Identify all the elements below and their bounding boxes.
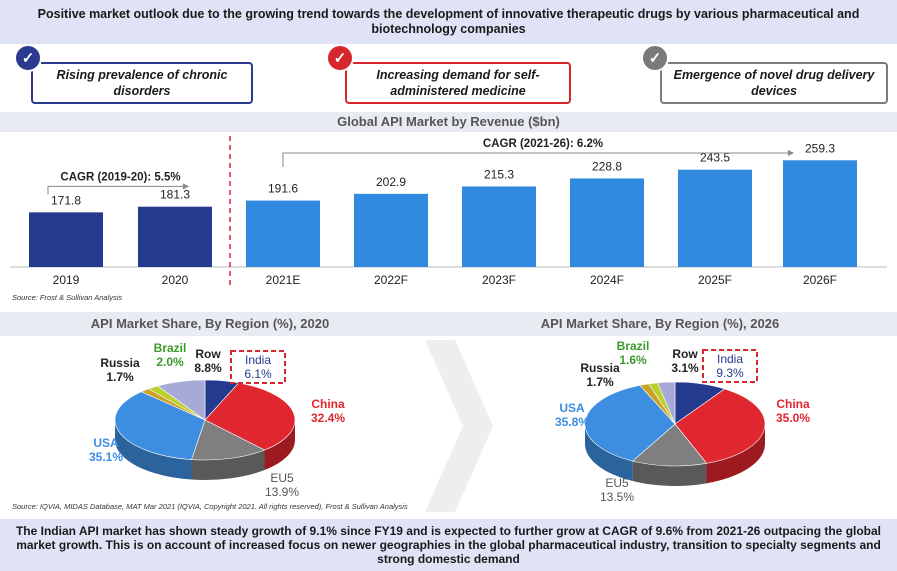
bar-2024F bbox=[570, 178, 644, 267]
bar-value-label: 171.8 bbox=[51, 193, 81, 207]
bar-value-label: 202.9 bbox=[376, 175, 406, 189]
slice-name-label: Row bbox=[672, 347, 698, 361]
arrowhead-icon bbox=[788, 150, 794, 156]
bar-value-label: 215.3 bbox=[484, 167, 514, 181]
category-label: 2023F bbox=[482, 273, 516, 287]
cagr-forecast-label: CAGR (2021-26): 6.2% bbox=[483, 138, 603, 150]
pie-2020-title: API Market Share, By Region (%), 2020 bbox=[90, 316, 330, 331]
slice-name-label: China bbox=[776, 397, 810, 411]
pie-source: Source: IQVIA, MIDAS Database, MAT Mar 2… bbox=[12, 502, 408, 511]
slice-name-label: Brazil bbox=[154, 341, 187, 355]
slice-value-label: 2.0% bbox=[156, 355, 184, 369]
cagr-forecast-arrow bbox=[282, 152, 788, 167]
slice-value-label: 9.3% bbox=[716, 366, 744, 380]
bar-chart-title-band bbox=[0, 112, 897, 132]
category-label: 2020 bbox=[162, 273, 189, 287]
slice-value-label: 35.8% bbox=[555, 415, 589, 429]
slice-name-label: China bbox=[311, 397, 345, 411]
bar-2023F bbox=[462, 186, 536, 267]
check-icon: ✓ bbox=[14, 44, 42, 72]
pie-side-usa bbox=[115, 420, 192, 480]
header-banner: Positive market outlook due to the growi… bbox=[0, 0, 897, 44]
india-highlight-box bbox=[702, 349, 758, 383]
bar-value-label: 243.5 bbox=[700, 151, 730, 165]
category-label: 2025F bbox=[698, 273, 732, 287]
slice-value-label: 1.6% bbox=[619, 353, 647, 367]
category-label: 2021E bbox=[266, 273, 301, 287]
arrowhead-icon bbox=[183, 183, 189, 190]
slice-value-label: 32.4% bbox=[311, 411, 345, 425]
driver-label: Increasing demand for self-administered … bbox=[376, 68, 540, 98]
india-highlight-box bbox=[230, 350, 286, 384]
category-label: 2026F bbox=[803, 273, 837, 287]
pie-slice-china bbox=[204, 382, 296, 451]
slice-name-label: India bbox=[717, 352, 743, 366]
slice-name-label: Russia bbox=[100, 356, 140, 370]
category-label: 2019 bbox=[53, 273, 80, 287]
pie-slice-usa bbox=[114, 391, 206, 460]
pie-slice-eu5 bbox=[191, 419, 266, 461]
bar-chart-title: Global API Market by Revenue ($bn) bbox=[337, 114, 560, 129]
bar-2026F bbox=[783, 160, 857, 267]
chevron-arrow-icon bbox=[425, 340, 493, 512]
slice-name-label: EU5 bbox=[605, 476, 629, 490]
slice-value-label: 6.1% bbox=[244, 367, 272, 381]
pie-slice-china bbox=[674, 388, 766, 464]
slice-name-label: Brazil bbox=[617, 339, 650, 353]
pie-2026-title: API Market Share, By Region (%), 2026 bbox=[540, 316, 780, 331]
slice-value-label: 8.8% bbox=[194, 361, 222, 375]
pie-slice-eu5 bbox=[632, 423, 708, 467]
pie-slice-row bbox=[657, 381, 676, 425]
driver-label: Emergence of novel drug delivery devices bbox=[673, 68, 875, 98]
cagr-historical-arrow bbox=[47, 185, 183, 195]
slice-value-label: 1.7% bbox=[106, 370, 134, 384]
slice-value-label: 35.0% bbox=[776, 411, 810, 425]
cagr-historical-label: CAGR (2019-20): 5.5% bbox=[60, 171, 180, 183]
check-icon: ✓ bbox=[641, 44, 669, 72]
slice-value-label: 1.7% bbox=[586, 375, 614, 389]
slice-name-label: Row bbox=[195, 347, 221, 361]
pie-side-eu5 bbox=[191, 450, 265, 480]
bar-chart: 171.8 2019 181.3 2020 191.6 2021E 202.9 2022F 21… bbox=[10, 136, 887, 287]
slice-value-label: 35.1% bbox=[89, 450, 123, 464]
pie-slice-row bbox=[157, 379, 206, 421]
pie-side-china bbox=[706, 424, 765, 484]
bar-chart-source: Source: Frost & Sullivan Analysis bbox=[12, 293, 123, 302]
pie-title-band bbox=[0, 312, 897, 336]
driver-box-self-administered: Increasing demand for self-administered … bbox=[345, 62, 571, 104]
driver-box-drug-delivery: Emergence of novel drug delivery devices bbox=[660, 62, 888, 104]
slice-value-label: 13.9% bbox=[265, 485, 299, 499]
slice-name-label: Russia bbox=[580, 361, 620, 375]
slice-name-label: India bbox=[245, 353, 271, 367]
category-label: 2024F bbox=[590, 273, 624, 287]
slice-value-label: 13.5% bbox=[600, 490, 634, 501]
slice-name-label: USA bbox=[93, 436, 119, 450]
pie-side-china bbox=[264, 420, 295, 471]
bar-2022F bbox=[354, 193, 428, 267]
driver-label: Rising prevalence of chronic disorders bbox=[56, 68, 228, 98]
slice-name-label: USA bbox=[559, 401, 585, 415]
pie-slice-usa bbox=[584, 385, 676, 462]
pie-side-eu5 bbox=[632, 461, 707, 486]
bar-2019 bbox=[29, 212, 103, 267]
bar-value-label: 181.3 bbox=[160, 188, 190, 202]
slice-name-label: EU5 bbox=[270, 471, 294, 485]
footer-banner: The Indian API market has shown steady g… bbox=[0, 519, 897, 571]
check-icon: ✓ bbox=[326, 44, 354, 72]
bar-value-label: 259.3 bbox=[805, 141, 835, 155]
bar-2021E bbox=[246, 200, 320, 267]
category-label: 2022F bbox=[374, 273, 408, 287]
slice-value-label: 3.1% bbox=[671, 361, 699, 375]
driver-box-chronic-disorders: Rising prevalence of chronic disorders bbox=[31, 62, 253, 104]
bar-value-label: 228.8 bbox=[592, 159, 622, 173]
bar-2025F bbox=[678, 169, 752, 267]
footer-text: The Indian API market has shown steady g… bbox=[15, 524, 882, 566]
bar-value-label: 191.6 bbox=[268, 182, 298, 196]
bar-2020 bbox=[138, 206, 212, 267]
header-text: Positive market outlook due to the growi… bbox=[37, 7, 860, 36]
